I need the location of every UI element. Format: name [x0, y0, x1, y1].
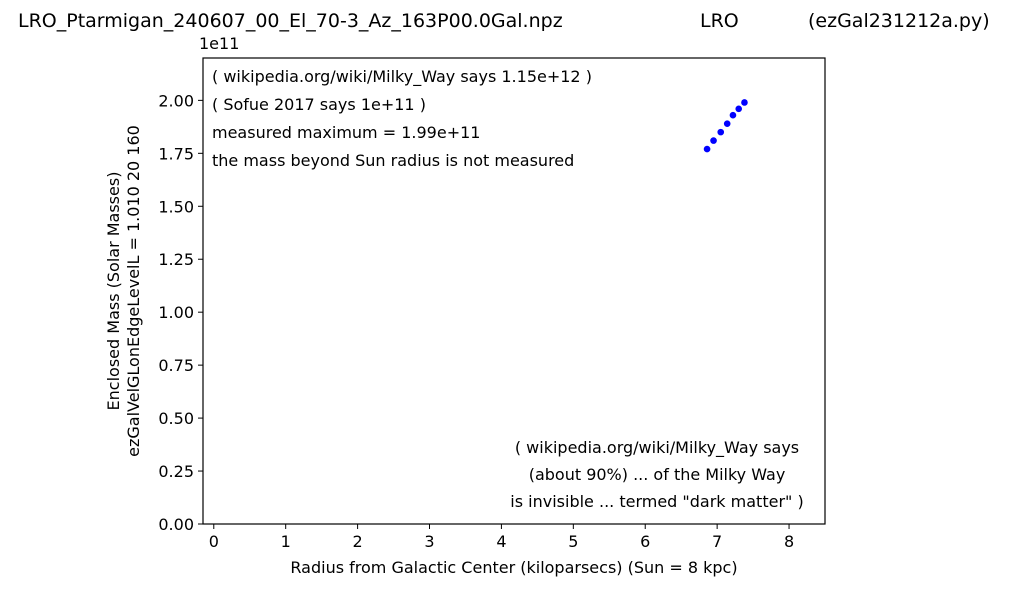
y-tick-label: 0.25	[158, 462, 194, 481]
y-tick-label: 1.50	[158, 197, 194, 216]
y-tick-label: 0.50	[158, 409, 194, 428]
data-point	[741, 99, 748, 106]
data-point	[703, 145, 711, 153]
annotation-top-line: ( Sofue 2017 says 1e+11 )	[212, 95, 426, 114]
y-tick-label: 1.75	[158, 144, 194, 163]
chart-title-script: (ezGal231212a.py)	[808, 10, 990, 32]
x-tick-label: 5	[568, 532, 578, 551]
y-tick-label: 0.75	[158, 356, 194, 375]
chart-title-site: LRO	[700, 10, 739, 32]
y-axis-label: Enclosed Mass (Solar Masses)	[104, 172, 123, 411]
data-point	[723, 120, 731, 127]
x-tick-label: 1	[281, 532, 291, 551]
chart-title-filename: LRO_Ptarmigan_240607_00_El_70-3_Az_163P0…	[18, 10, 563, 32]
annotation-bottom-line: (about 90%) ... of the Milky Way	[529, 465, 786, 484]
data-point	[710, 137, 717, 144]
x-tick-label: 0	[209, 532, 219, 551]
y-tick-label: 0.00	[158, 515, 194, 534]
x-tick-label: 8	[784, 532, 794, 551]
data-point	[717, 128, 725, 136]
data-point	[735, 105, 743, 113]
y-axis-multiplier: 1e11	[199, 34, 240, 53]
x-tick-label: 3	[424, 532, 434, 551]
x-tick-label: 2	[353, 532, 363, 551]
annotation-bottom-line: ( wikipedia.org/wiki/Milky_Way says	[515, 438, 799, 458]
y-tick-label: 1.25	[158, 250, 194, 269]
annotation-top-line: ( wikipedia.org/wiki/Milky_Way says 1.15…	[212, 67, 592, 87]
plot-area	[202, 57, 826, 525]
y-axis-label-params: ezGalVelGLonEdgeLevelL = 1.010 20 160	[124, 125, 143, 457]
y-tick-label: 1.00	[158, 303, 194, 322]
x-tick-label: 7	[712, 532, 722, 551]
y-tick-label: 2.00	[158, 91, 194, 110]
annotation-top-line: measured maximum = 1.99e+11	[212, 123, 480, 142]
data-point	[729, 111, 737, 119]
x-axis-label: Radius from Galactic Center (kiloparsecs…	[290, 558, 737, 577]
x-tick-label: 4	[496, 532, 506, 551]
x-tick-label: 6	[640, 532, 650, 551]
annotation-bottom-line: is invisible ... termed "dark matter" )	[510, 492, 803, 511]
annotation-top-line: the mass beyond Sun radius is not measur…	[212, 151, 574, 170]
